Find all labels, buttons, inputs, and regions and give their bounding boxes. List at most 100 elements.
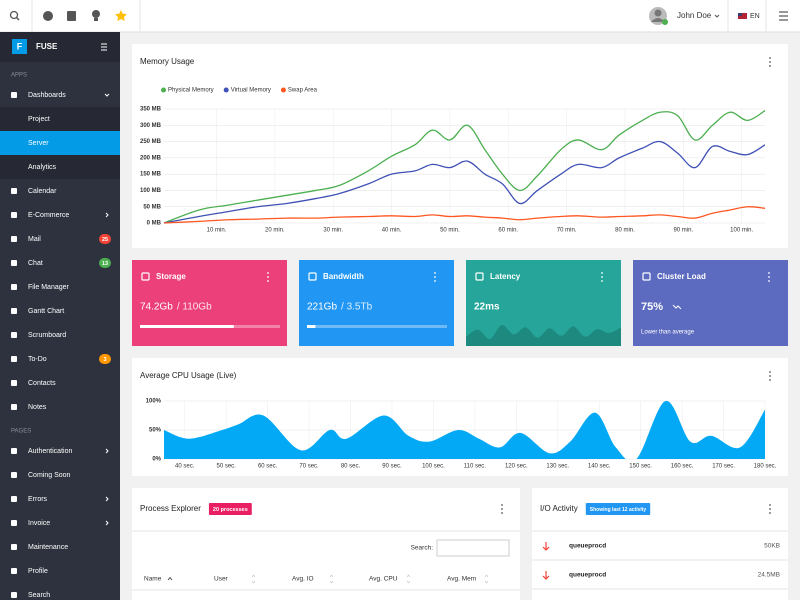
nav-chevron xyxy=(104,93,110,97)
line xyxy=(164,206,765,224)
widget-title: Cluster Load xyxy=(657,272,706,281)
nav-icon xyxy=(11,236,17,242)
widget-total: / 3.5Tb xyxy=(341,302,373,313)
column-header[interactable]: Avg. CPU xyxy=(369,576,398,583)
x-tick-label: 70 min. xyxy=(557,228,577,234)
nav-item[interactable]: E-Commerce xyxy=(11,212,109,219)
progress-bar xyxy=(140,325,234,328)
shortcut-contacts[interactable] xyxy=(67,11,76,21)
card-menu[interactable] xyxy=(267,272,269,282)
card-menu[interactable] xyxy=(434,272,436,282)
widget-title: Latency xyxy=(490,272,521,281)
badge xyxy=(208,503,252,515)
nav-badge-text: 13 xyxy=(102,261,108,267)
y-tick-label: 200 MB xyxy=(140,155,162,161)
card-menu[interactable] xyxy=(769,371,771,381)
x-tick-label: 60 sec. xyxy=(258,464,278,470)
nav-label: Authentication xyxy=(28,448,72,455)
nav-item[interactable]: Notes xyxy=(11,404,47,411)
io-card xyxy=(532,488,788,600)
nav-label: Scrumboard xyxy=(28,332,66,339)
x-tick-label: 100 sec. xyxy=(422,464,445,470)
menu-button[interactable] xyxy=(779,11,788,21)
nav-label: E-Commerce xyxy=(28,212,69,219)
language-menu[interactable]: EN xyxy=(738,13,760,20)
area xyxy=(466,324,621,346)
nav-item[interactable]: Mail 25 xyxy=(11,234,111,244)
y-tick-label: 150 MB xyxy=(140,172,162,178)
nav-label: Calendar xyxy=(28,188,57,195)
nav-item[interactable]: Dashboards xyxy=(11,92,110,99)
nav-item[interactable]: Search xyxy=(11,592,50,599)
language: EN xyxy=(750,13,760,20)
nav-item[interactable]: Maintenance xyxy=(11,544,68,551)
nav-item[interactable]: Analytics xyxy=(28,164,57,171)
arrow-down xyxy=(542,571,550,580)
nav-item[interactable]: Calendar xyxy=(11,188,57,195)
nav-sub-bg xyxy=(0,107,120,131)
sort-icon xyxy=(167,576,173,581)
x-tick-label: 40 sec. xyxy=(175,464,195,470)
sort-icon xyxy=(484,574,489,584)
nav-item[interactable]: Chat 13 xyxy=(11,258,111,268)
nav-item[interactable]: To-Do 3 xyxy=(11,354,111,364)
widget xyxy=(132,260,287,346)
shortcut-chat[interactable] xyxy=(43,11,53,21)
area xyxy=(164,400,765,459)
nav-item[interactable]: Profile xyxy=(11,568,48,575)
nav-label: Maintenance xyxy=(28,544,68,551)
legend-marker xyxy=(223,87,229,93)
collapse-button[interactable] xyxy=(101,43,107,51)
line xyxy=(164,110,765,224)
column-header[interactable]: User xyxy=(214,576,229,583)
nav-item[interactable]: File Manager xyxy=(11,284,70,291)
user-menu[interactable]: John Doe xyxy=(649,7,720,25)
x-tick-label: 40 min. xyxy=(382,228,402,234)
sort-icon xyxy=(329,574,334,584)
nav-label: Search xyxy=(28,592,50,599)
y-tick-label: 50% xyxy=(149,428,162,434)
nav-label: Server xyxy=(28,140,49,147)
shortcut-notes[interactable] xyxy=(92,10,100,21)
widget-value: 75% xyxy=(641,301,663,313)
x-tick-label: 10 min. xyxy=(207,228,227,234)
nav-item[interactable]: Scrumboard xyxy=(11,332,66,339)
card-menu[interactable] xyxy=(769,57,771,67)
sort-icon xyxy=(406,574,411,584)
search-input[interactable] xyxy=(436,539,510,557)
widget-title: Bandwidth xyxy=(323,272,364,281)
nav-label: Coming Soon xyxy=(28,472,71,479)
shortcut-star[interactable] xyxy=(115,10,127,22)
search-button[interactable] xyxy=(9,10,20,21)
nav-icon xyxy=(11,356,17,362)
nav-icon xyxy=(11,188,17,194)
column-header[interactable]: Avg. IO xyxy=(292,576,314,583)
nav-item[interactable]: Server xyxy=(0,131,120,155)
nav-item[interactable]: Contacts xyxy=(11,380,56,387)
card-menu[interactable] xyxy=(501,504,503,514)
dot xyxy=(768,276,770,278)
nav-label: To-Do xyxy=(28,356,47,363)
widget-value: 22ms xyxy=(474,302,500,313)
nav-chevron xyxy=(105,520,109,526)
search-label: Search: xyxy=(411,545,434,552)
column-header[interactable]: Name xyxy=(144,576,162,583)
dot xyxy=(267,272,269,274)
nav-item[interactable]: Coming Soon xyxy=(11,472,71,479)
io-name: queueprocd xyxy=(569,572,606,579)
nav-item[interactable]: Project xyxy=(28,116,50,123)
nav-item[interactable]: Invoice xyxy=(11,520,109,527)
widget-note: Lower than average xyxy=(641,330,695,336)
card-menu[interactable] xyxy=(601,272,603,282)
card-menu[interactable] xyxy=(768,272,770,282)
card-menu[interactable] xyxy=(769,504,771,514)
dot xyxy=(267,276,269,278)
nav-item[interactable]: Authentication xyxy=(11,448,109,455)
y-tick-label: 100% xyxy=(146,399,162,405)
dot xyxy=(601,280,603,282)
column-header[interactable]: Avg. Mem xyxy=(447,576,476,583)
nav-item[interactable]: Gantt Chart xyxy=(11,308,64,315)
nav-badge xyxy=(99,234,111,244)
widget-icon xyxy=(475,272,484,281)
nav-item[interactable]: Errors xyxy=(11,496,109,503)
